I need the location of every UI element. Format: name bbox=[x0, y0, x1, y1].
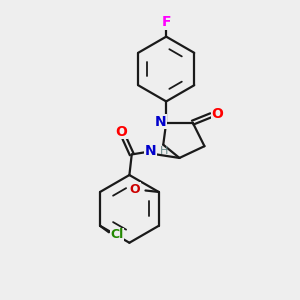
Text: O: O bbox=[116, 125, 128, 139]
Text: H: H bbox=[159, 146, 168, 157]
Text: Cl: Cl bbox=[110, 228, 124, 241]
Text: O: O bbox=[212, 107, 224, 121]
Text: N: N bbox=[145, 144, 156, 158]
Text: O: O bbox=[130, 182, 140, 196]
Text: F: F bbox=[161, 15, 171, 29]
Text: N: N bbox=[154, 115, 166, 129]
